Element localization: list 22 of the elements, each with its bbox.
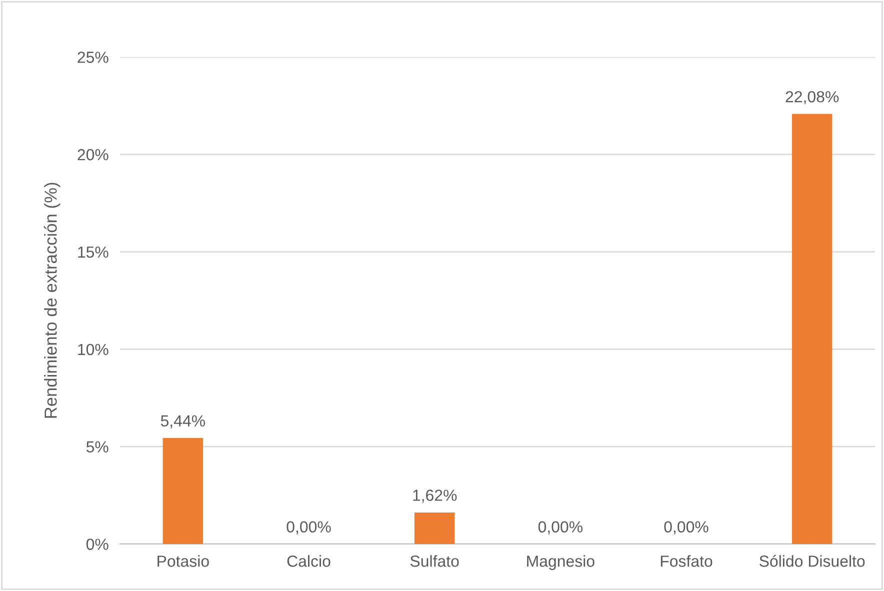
data-label: 0,00% xyxy=(664,521,708,534)
x-tick-label: Sólido Disuelto xyxy=(760,554,865,567)
data-label: 22,08% xyxy=(786,91,839,104)
data-label: 0,00% xyxy=(538,521,582,534)
data-label: 5,44% xyxy=(160,415,205,428)
data-label: 0,00% xyxy=(286,521,331,534)
y-tick-label: 15% xyxy=(78,246,108,258)
bar xyxy=(162,438,204,544)
y-tick-label: 5% xyxy=(86,441,108,453)
x-tick-label: Potasio xyxy=(158,555,209,567)
y-tick-label: 20% xyxy=(78,149,108,160)
bar xyxy=(792,114,832,544)
x-tick-label: Sulfato xyxy=(410,555,459,567)
x-tick-label: Fosfato xyxy=(660,555,712,567)
y-tick-label: 0% xyxy=(86,538,108,550)
y-tick-label: 25% xyxy=(78,52,108,63)
x-tick-label: Magnesio xyxy=(527,555,594,570)
data-label: 1,62% xyxy=(413,490,457,503)
y-axis-title: Rendimiento de extracción (%) xyxy=(44,182,60,418)
bar xyxy=(414,512,455,544)
x-tick-label: Calcio xyxy=(287,555,330,567)
y-tick-label: 10% xyxy=(78,344,108,356)
